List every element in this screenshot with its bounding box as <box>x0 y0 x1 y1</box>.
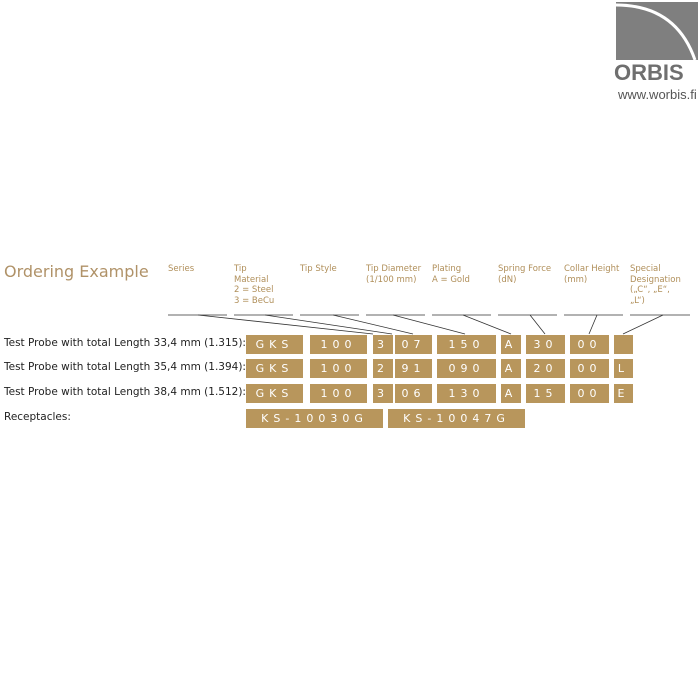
code-box: GKS <box>246 359 303 378</box>
code-box: 20 <box>526 359 565 378</box>
code-box: 00 <box>570 335 609 354</box>
code-box: A <box>501 384 521 403</box>
header-special-designation: Special Designation („C“, „E“, „L“) <box>630 264 681 306</box>
row-label: Test Probe with total Length 33,4 mm (1.… <box>4 337 246 349</box>
logo-url[interactable]: www.worbis.fi <box>618 87 697 102</box>
code-box: 00 <box>570 359 609 378</box>
code-box: 090 <box>437 359 496 378</box>
code-box: A <box>501 335 521 354</box>
header-tip-style: Tip Style <box>300 264 337 274</box>
receptacles-label: Receptacles: <box>4 411 71 423</box>
header-spring-force: Spring Force (dN) <box>498 264 552 285</box>
code-box: 06 <box>395 384 432 403</box>
code-box: 2 <box>373 359 393 378</box>
code-box: GKS <box>246 384 303 403</box>
code-box: L <box>614 359 633 378</box>
code-box: 91 <box>395 359 432 378</box>
code-box: 00 <box>570 384 609 403</box>
receptacle-code-box: KS-10047G <box>388 409 525 428</box>
code-box: 130 <box>437 384 496 403</box>
code-box: A <box>501 359 521 378</box>
code-box: 30 <box>526 335 565 354</box>
code-box: 07 <box>395 335 432 354</box>
header-tip-diameter: Tip Diameter (1/100 mm) <box>366 264 422 285</box>
header-collar-height: Collar Height (mm) <box>564 264 620 285</box>
header-plating: Plating A = Gold <box>432 264 470 285</box>
logo-name: ORBIS <box>614 60 684 85</box>
code-box: 15 <box>526 384 565 403</box>
code-box: 100 <box>310 335 367 354</box>
code-box: 3 <box>373 335 393 354</box>
row-label: Test Probe with total Length 38,4 mm (1.… <box>4 386 246 398</box>
code-box: E <box>614 384 633 403</box>
row-label: Test Probe with total Length 35,4 mm (1.… <box>4 361 246 373</box>
code-box: 100 <box>310 359 367 378</box>
code-box: 3 <box>373 384 393 403</box>
code-box <box>614 335 633 354</box>
code-box: 100 <box>310 384 367 403</box>
code-box: 150 <box>437 335 496 354</box>
orbis-logo-icon <box>616 2 698 60</box>
page-title: Ordering Example <box>4 262 149 281</box>
header-series: Series <box>168 264 195 274</box>
receptacle-code-box: KS-10030G <box>246 409 383 428</box>
code-box: GKS <box>246 335 303 354</box>
header-tip-material: Tip Material 2 = Steel 3 = BeCu <box>234 264 275 306</box>
